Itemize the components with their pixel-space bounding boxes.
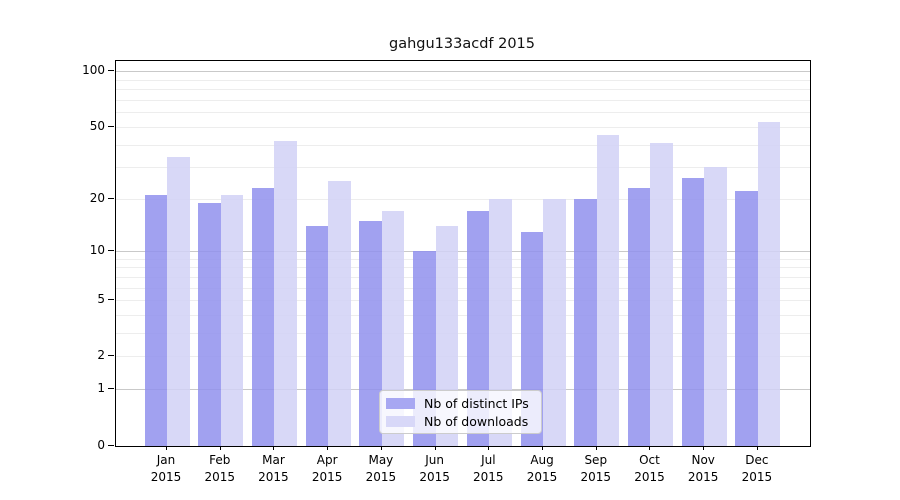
y-tick-5: [108, 299, 114, 301]
gridline-minor-5: [115, 300, 810, 302]
y-tick-label-0: 0: [97, 437, 105, 452]
bar-nb-of-distinct-ips-feb: [198, 202, 221, 446]
gridline-minor-80: [115, 89, 810, 91]
y-tick-100: [108, 70, 114, 72]
x-tick-jul: [488, 445, 490, 450]
gridline-major-1: [115, 389, 810, 391]
gridline-minor-90: [115, 79, 810, 81]
x-tick-label-sep: Sep 2015: [580, 453, 612, 484]
y-tick-10: [108, 250, 114, 252]
bar-nb-of-downloads-may: [381, 211, 405, 446]
bar-nb-of-downloads-feb: [220, 195, 244, 446]
y-tick-label-1: 1: [97, 381, 105, 396]
y-tick-label-100: 100: [82, 63, 105, 78]
y-tick-label-2: 2: [97, 348, 105, 363]
legend-label-1: Nb of distinct IPs: [424, 395, 529, 411]
x-tick-label-apr: Apr 2015: [311, 453, 343, 484]
x-tick-jan: [166, 445, 167, 450]
x-tick-sep: [595, 445, 597, 450]
x-tick-nov: [703, 445, 705, 450]
x-tick-label-aug: Aug 2015: [526, 453, 558, 484]
bar-nb-of-downloads-aug: [543, 198, 566, 446]
gridline-minor-70: [115, 100, 810, 102]
bar-nb-of-distinct-ips-oct: [627, 187, 651, 446]
gridline-minor-50: [115, 126, 810, 128]
y-tick-label-20: 20: [89, 190, 105, 205]
x-tick-label-jan: Jan 2015: [150, 453, 182, 484]
gridline-minor-7: [115, 276, 810, 278]
gridline-minor-60: [115, 112, 810, 114]
bar-nb-of-downloads-oct: [650, 142, 673, 446]
x-tick-aug: [542, 445, 544, 450]
gridline-minor-8: [115, 267, 810, 269]
x-tick-label-may: May 2015: [365, 453, 397, 484]
bar-nb-of-downloads-apr: [328, 181, 351, 446]
bar-nb-of-distinct-ips-dec: [735, 191, 758, 446]
legend: Nb of distinct IPs Nb of downloads: [379, 390, 542, 434]
y-tick-label-5: 5: [97, 292, 105, 307]
x-tick-oct: [649, 445, 651, 450]
bar-nb-of-downloads-mar: [274, 140, 297, 446]
x-tick-dec: [756, 445, 758, 450]
bar-nb-of-downloads-jan: [167, 157, 190, 446]
plot-area: [114, 59, 811, 447]
chart-title: gahgu133acdf 2015: [388, 36, 536, 52]
y-tick-1: [108, 388, 114, 390]
legend-row-2: Nb of downloads: [380, 414, 541, 429]
x-tick-may: [380, 445, 382, 450]
bar-nb-of-distinct-ips-jul: [466, 211, 490, 446]
gridline-minor-3: [115, 333, 810, 335]
y-tick-label-10: 10: [89, 243, 105, 258]
y-tick-50: [108, 125, 114, 127]
bar-nb-of-distinct-ips-apr: [305, 226, 329, 446]
y-tick-label-50: 50: [89, 118, 105, 133]
x-tick-label-oct: Oct 2015: [634, 453, 665, 484]
gridline-major-100: [115, 71, 810, 73]
x-tick-label-nov: Nov 2015: [687, 453, 719, 484]
bar-nb-of-distinct-ips-jan: [144, 195, 167, 446]
y-tick-0: [108, 444, 114, 446]
x-tick-jun: [434, 445, 436, 450]
y-tick-20: [108, 197, 114, 199]
legend-swatch-2: [386, 415, 415, 427]
gridline-minor-9: [115, 258, 810, 260]
x-tick-label-jul: Jul 2015: [473, 453, 504, 484]
bar-nb-of-downloads-jul: [489, 198, 512, 446]
y-tick-2: [108, 355, 114, 357]
legend-label-2: Nb of downloads: [424, 413, 529, 429]
x-tick-label-mar: Mar 2015: [258, 453, 289, 484]
bar-nb-of-downloads-dec: [757, 122, 781, 446]
gridline-minor-4: [115, 315, 810, 317]
gridline-minor-2: [115, 356, 810, 358]
bar-nb-of-downloads-nov: [704, 167, 727, 446]
bar-nb-of-distinct-ips-sep: [574, 198, 597, 446]
bar-nb-of-distinct-ips-mar: [251, 187, 275, 446]
bar-nb-of-distinct-ips-may: [359, 220, 382, 446]
gridline-minor-6: [115, 287, 810, 289]
legend-row-1: Nb of distinct IPs: [380, 396, 541, 411]
bar-nb-of-downloads-sep: [596, 135, 620, 446]
gridline-major-10: [115, 251, 810, 253]
legend-swatch-1: [386, 397, 415, 409]
x-tick-mar: [273, 445, 275, 450]
gridline-minor-30: [115, 167, 810, 169]
x-tick-label-feb: Feb 2015: [204, 453, 235, 484]
gridline-minor-20: [115, 198, 810, 200]
x-tick-feb: [219, 445, 221, 450]
x-tick-label-jun: Jun 2015: [419, 453, 450, 484]
x-tick-label-dec: Dec 2015: [741, 453, 773, 484]
x-tick-apr: [327, 445, 329, 450]
bar-nb-of-distinct-ips-nov: [681, 178, 705, 446]
gridline-minor-40: [115, 144, 810, 146]
